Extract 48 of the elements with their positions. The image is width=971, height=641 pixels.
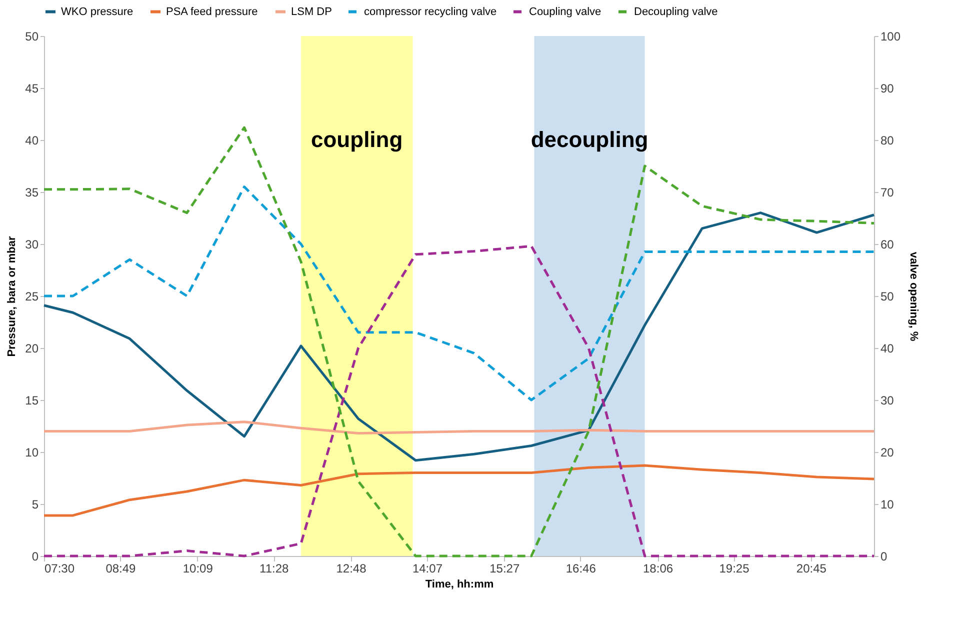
y-tick-label: 20 (25, 342, 39, 356)
legend-label: Coupling valve (529, 6, 602, 18)
y-tick-label: 35 (25, 186, 39, 200)
x-tick-label: 12:48 (336, 562, 367, 576)
line-series (42, 464, 876, 517)
y-tick-label: 30 (25, 238, 39, 252)
y2-tick-label: 10 (880, 498, 894, 512)
band-label: coupling (311, 127, 403, 152)
y2-tick-label: 90 (880, 82, 894, 96)
x-tick-label: 07:30 (44, 562, 75, 576)
line-series (42, 186, 876, 402)
legend-label: compressor recycling valve (364, 6, 497, 18)
y-axis-title: Pressure, bara or mbar (6, 236, 18, 357)
legend-label: WKO pressure (61, 6, 134, 18)
x-tick-label: 15:27 (490, 562, 520, 576)
y-tick-label: 5 (32, 498, 39, 512)
legend-label: Decoupling valve (634, 6, 718, 18)
band-label: decoupling (530, 127, 648, 152)
y2-tick-label: 60 (880, 238, 894, 252)
y2-tick-label: 30 (880, 394, 894, 408)
x-tick-label: 11:28 (260, 562, 289, 576)
y-tick-label: 0 (32, 550, 39, 564)
y2-tick-label: 70 (880, 186, 894, 200)
legend-label: PSA feed pressure (166, 6, 258, 18)
y2-tick-label: 80 (880, 134, 894, 148)
y-tick-label: 40 (25, 134, 39, 148)
y-tick-label: 45 (25, 82, 39, 96)
line-series (42, 420, 876, 435)
y2-tick-label: 100 (880, 30, 901, 44)
line-series (42, 212, 876, 462)
y-tick-label: 50 (25, 30, 39, 44)
x-axis-title: Time, hh:mm (425, 578, 494, 590)
x-tick-label: 18:06 (643, 562, 674, 576)
x-tick-label: 08:49 (106, 562, 136, 576)
x-tick-label: 10:09 (182, 562, 214, 576)
y2-tick-label: 40 (880, 342, 894, 356)
y2-tick-label: 0 (880, 550, 888, 564)
x-tick-label: 20:45 (796, 562, 827, 576)
x-tick-label: 14:07 (412, 562, 443, 576)
y-tick-label: 15 (25, 394, 39, 408)
x-tick-label: 19:25 (719, 562, 750, 576)
y-tick-label: 10 (25, 446, 39, 460)
x-tick-label: 16:46 (566, 562, 596, 576)
y2-tick-label: 20 (880, 446, 894, 460)
y-tick-label: 25 (25, 290, 39, 304)
legend-label: LSM DP (291, 6, 332, 18)
y2-axis-title: valve opening, % (908, 252, 920, 342)
y2-tick-label: 50 (880, 290, 894, 304)
